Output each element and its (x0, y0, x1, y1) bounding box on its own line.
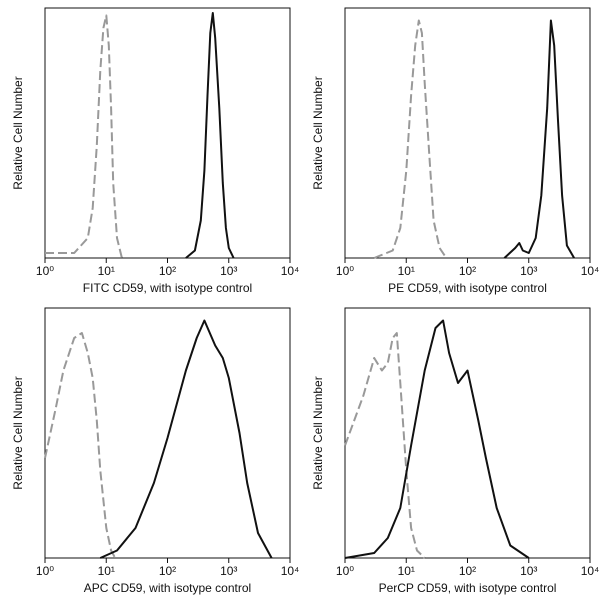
panel: 10⁰ 10¹ 10² 10³ 10⁴ PerCP CD59, with isotype … (311, 307, 600, 595)
x-axis-label: APC CD59, with isotype control (84, 581, 251, 595)
x-axis-label: PE CD59, with isotype control (388, 281, 547, 295)
x-axis-label: PerCP CD59, with isotype control (379, 581, 557, 595)
x-tick-label: 10² (459, 264, 476, 278)
x-tick-label: 10¹ (398, 264, 415, 278)
x-tick-label: 10³ (220, 564, 237, 578)
y-axis-label: Relative Cell Number (311, 76, 325, 189)
plot-frame (44, 7, 291, 259)
x-tick-label: 10³ (520, 564, 537, 578)
histogram-line (45, 14, 123, 259)
x-tick-label: 10⁰ (36, 264, 54, 278)
histogram-line (373, 19, 448, 259)
x-tick-label: 10⁰ (336, 264, 354, 278)
x-tick-label: 10⁰ (36, 564, 54, 578)
panel: 10⁰ 10¹ 10² 10³ 10⁴ FITC CD59, with isotype c… (11, 7, 300, 295)
x-axis-label: FITC CD59, with isotype control (83, 281, 252, 295)
x-tick-label: 10⁴ (581, 564, 600, 578)
x-tick-label: 10² (159, 564, 176, 578)
y-axis-label: Relative Cell Number (311, 376, 325, 489)
histogram-line (344, 319, 530, 559)
histogram-line (44, 332, 117, 559)
panel: 10⁰ 10¹ 10² 10³ 10⁴ PE CD59, with isotype con… (311, 7, 600, 295)
histogram-line (99, 319, 273, 559)
histogram-line (503, 19, 575, 259)
plot-frame (344, 307, 591, 559)
x-tick-label: 10⁰ (336, 564, 354, 578)
x-tick-label: 10¹ (98, 564, 115, 578)
x-tick-label: 10¹ (98, 264, 115, 278)
x-tick-label: 10² (159, 264, 176, 278)
x-tick-label: 10⁴ (281, 264, 300, 278)
x-tick-label: 10⁴ (281, 564, 300, 578)
histogram-line (344, 332, 426, 559)
x-tick-label: 10² (459, 564, 476, 578)
x-tick-label: 10³ (220, 264, 237, 278)
x-tick-label: 10⁴ (581, 264, 600, 278)
x-tick-label: 10³ (520, 264, 537, 278)
y-axis-label: Relative Cell Number (11, 76, 25, 189)
x-tick-label: 10¹ (398, 564, 415, 578)
plot-frame (44, 307, 291, 559)
histogram-line (185, 12, 235, 259)
panel: 10⁰ 10¹ 10² 10³ 10⁴ APC CD59, with isotype co… (11, 307, 300, 595)
y-axis-label: Relative Cell Number (11, 376, 25, 489)
